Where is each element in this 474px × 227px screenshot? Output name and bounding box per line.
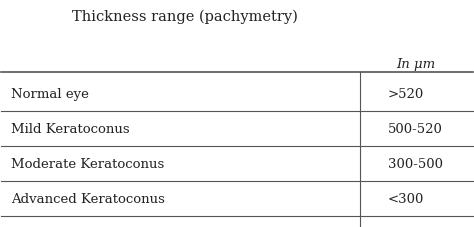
Text: Thickness range (pachymetry): Thickness range (pachymetry)	[72, 10, 298, 24]
Text: <300: <300	[388, 192, 424, 205]
Text: Moderate Keratoconus: Moderate Keratoconus	[11, 158, 164, 170]
Text: Mild Keratoconus: Mild Keratoconus	[11, 123, 129, 136]
Text: 500-520: 500-520	[388, 123, 443, 136]
Text: 300-500: 300-500	[388, 158, 443, 170]
Text: Normal eye: Normal eye	[11, 88, 89, 101]
Text: Advanced Keratoconus: Advanced Keratoconus	[11, 192, 164, 205]
Text: In μm: In μm	[396, 58, 436, 71]
Text: >520: >520	[388, 88, 424, 101]
